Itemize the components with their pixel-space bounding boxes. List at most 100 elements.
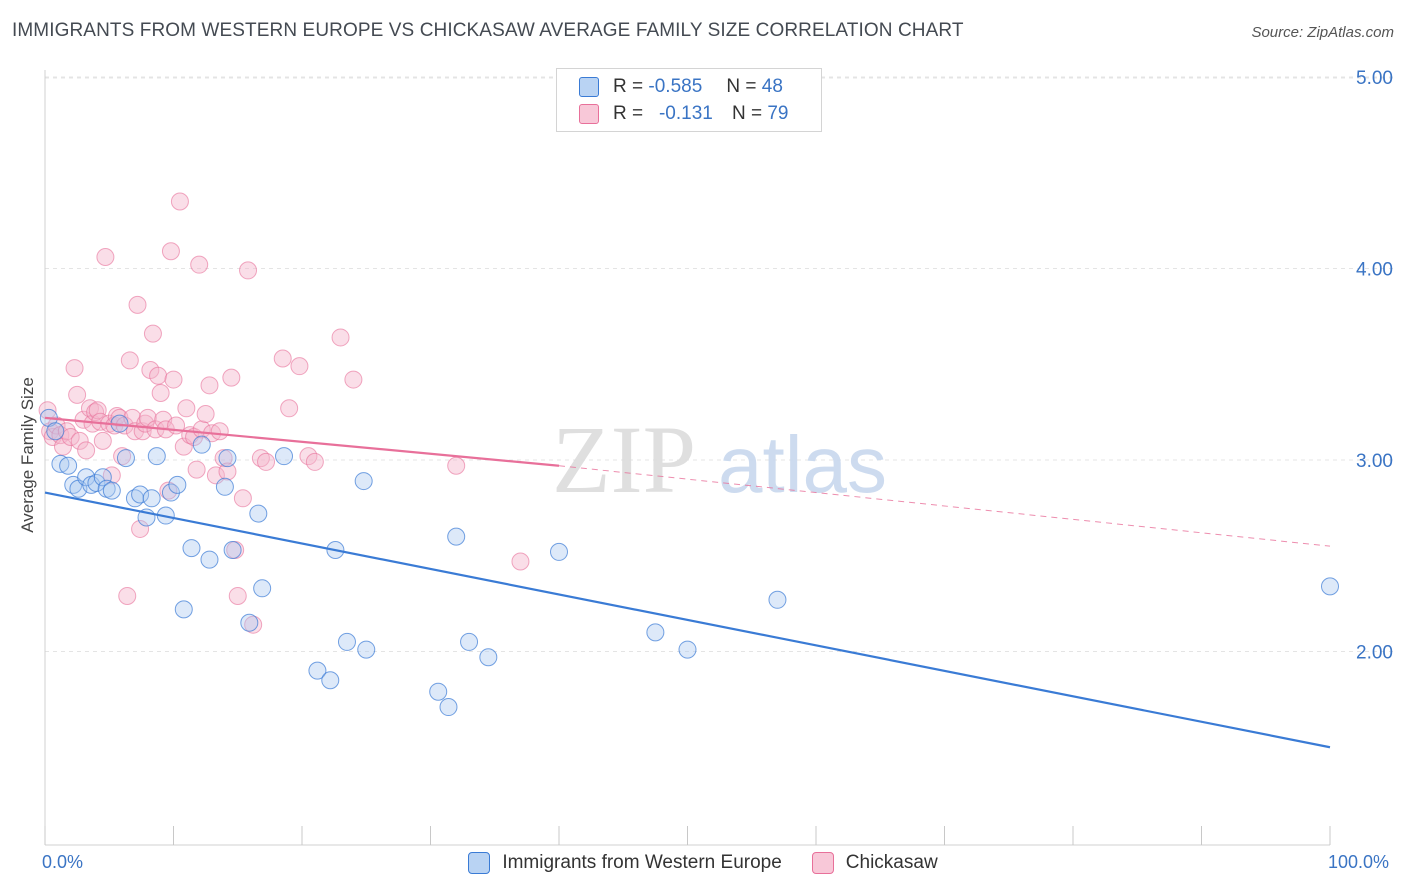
data-point-chickasaw [143,324,162,343]
data-point-western-europe [215,477,234,496]
x-tick-label-min: 0.0% [42,852,84,872]
data-point-chickasaw [190,255,209,274]
legend-r-label: R = [613,103,644,124]
data-point-western-europe [51,454,70,473]
gridlines [45,76,1395,652]
legend-swatch-blue [579,77,599,97]
y-tick-label: 3.00 [1356,451,1393,472]
x-tick-label-max: 100.0% [1328,852,1390,872]
trend-line-chickasaw-extension [558,465,1331,547]
data-point-western-europe [337,632,356,651]
data-point-chickasaw [53,437,72,456]
y-tick-label: 5.00 [1356,68,1393,89]
data-point-chickasaw [65,359,84,378]
data-point-western-europe [240,613,259,632]
trend-lines [44,416,1331,749]
legend-r-value: -0.131 [658,103,713,124]
legend-n-label: N = [726,76,757,97]
legend-r-value: -0.585 [648,76,703,97]
legend-n-label: N = [731,103,763,124]
watermark: ZIP atlas [552,406,887,513]
data-point-western-europe [479,648,498,667]
data-point-western-europe [131,485,150,504]
data-point-western-europe [59,456,78,475]
series-chickasaw [38,192,530,634]
data-point-chickasaw [70,431,89,450]
legend-n-value: 79 [767,103,789,124]
data-point-western-europe [249,504,268,523]
data-point-western-europe [678,640,697,659]
data-point-chickasaw [88,401,107,420]
y-tick-label: 2.00 [1356,643,1393,664]
axes [44,70,1331,846]
data-point-chickasaw [305,452,324,471]
data-point-western-europe [174,600,193,619]
data-point-western-europe [1321,577,1339,596]
data-point-western-europe [161,483,180,502]
data-point-western-europe [439,698,458,717]
series-western-europe [39,408,1339,717]
legend-row-chickasaw: R = -0.131 N = 79 [579,101,788,127]
data-point-chickasaw [77,441,96,460]
data-point-western-europe [223,541,242,560]
source-credit: Source: ZipAtlas.com [1251,24,1394,41]
legend-swatch-pink [811,852,834,874]
legend-label: Chickasaw [845,852,938,873]
data-point-chickasaw [120,351,139,370]
legend-item-western-europe[interactable]: Immigrants from Western Europe [468,852,782,874]
data-point-chickasaw [161,242,180,261]
trend-line-chickasaw [44,416,560,467]
data-point-chickasaw [159,481,178,500]
data-point-western-europe [147,447,166,466]
data-point-western-europe [192,435,211,454]
data-point-chickasaw [280,399,299,418]
data-point-chickasaw [102,466,121,485]
data-point-chickasaw [128,295,147,314]
data-point-chickasaw [239,261,258,280]
data-point-chickasaw [68,385,87,404]
data-point-western-europe [218,449,237,468]
data-point-chickasaw [210,422,229,441]
data-point-chickasaw [47,416,66,435]
data-point-western-europe [308,661,327,680]
data-point-western-europe [275,447,294,466]
data-point-chickasaw [228,586,247,605]
data-point-chickasaw [131,519,150,538]
trend-line-western-europe [44,491,1331,749]
data-point-western-europe [429,682,448,701]
data-point-chickasaw [96,248,115,267]
data-point-chickasaw [187,460,206,479]
data-point-chickasaw [273,349,292,368]
data-point-chickasaw [233,489,252,508]
data-point-western-europe [460,632,479,651]
data-point-western-europe [168,475,187,494]
data-point-chickasaw [170,192,189,211]
data-point-chickasaw [222,368,241,387]
data-point-chickasaw [257,452,276,471]
legend-swatch-blue [468,852,491,874]
data-point-chickasaw [118,586,137,605]
data-point-chickasaw [196,405,215,424]
data-point-western-europe [550,542,568,561]
data-point-western-europe [357,640,376,659]
data-point-chickasaw [218,462,237,481]
data-point-chickasaw [149,366,168,385]
y-tick-labels: 2.00 3.00 4.00 5.00 [1356,68,1393,664]
data-point-western-europe [447,527,466,546]
series-legend: Immigrants from Western Europe Chickasaw [0,852,1406,874]
data-point-chickasaw [164,370,183,389]
legend-swatch-pink [579,104,599,124]
legend-row-western-europe: R = -0.585 N = 48 [579,74,783,100]
legend-item-chickasaw[interactable]: Chickasaw [811,852,938,874]
data-point-western-europe [182,539,201,558]
data-point-chickasaw [290,357,309,376]
chart-title: IMMIGRANTS FROM WESTERN EUROPE VS CHICKA… [12,20,964,41]
y-tick-label: 4.00 [1356,260,1393,281]
correlation-legend: R = -0.585 N = 48 R = -0.131 N = 79 [556,68,822,132]
data-point-western-europe [646,623,665,642]
data-point-chickasaw [93,431,112,450]
data-point-western-europe [116,449,135,468]
data-point-western-europe [768,590,787,609]
data-point-chickasaw [511,552,530,571]
